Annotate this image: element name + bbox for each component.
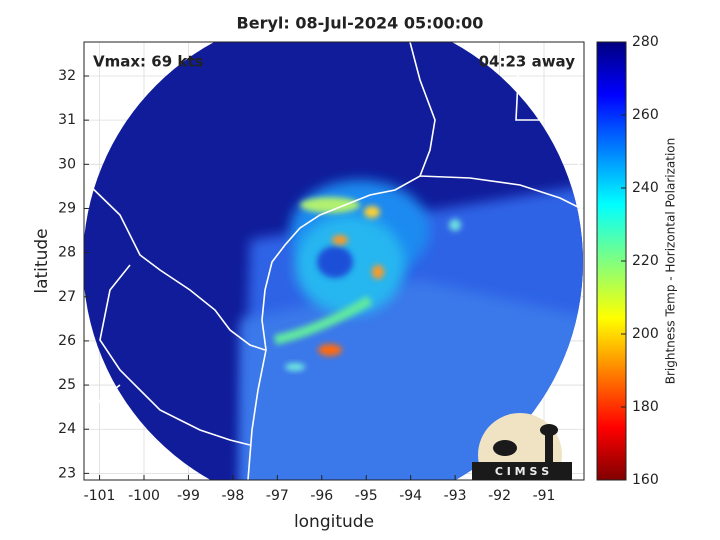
colorbar-label: Brightness Temp - Horizontal Polarizatio… xyxy=(664,138,678,385)
x-tick-label: -94 xyxy=(399,488,422,504)
y-axis-label: latitude xyxy=(32,228,52,293)
y-tick-label: 27 xyxy=(58,289,76,305)
colorbar-tick-label: 180 xyxy=(632,399,659,415)
y-tick-label: 23 xyxy=(58,465,76,481)
colorbar-tick-label: 240 xyxy=(632,180,659,196)
plot-frame xyxy=(83,41,585,481)
x-axis-label: longitude xyxy=(294,512,374,532)
colorbar-tick-label: 260 xyxy=(632,107,659,123)
x-tick-label: -92 xyxy=(488,488,511,504)
x-tick-label: -95 xyxy=(355,488,378,504)
colorbar-tick-label: 220 xyxy=(632,253,659,269)
logo: C I M S S xyxy=(472,413,572,480)
x-tick-label: -98 xyxy=(221,488,244,504)
annotation: 04:23 away xyxy=(479,53,576,71)
annotation: Vmax: 69 kts xyxy=(93,53,203,71)
y-tick-label: 32 xyxy=(58,68,76,84)
x-tick-label: -100 xyxy=(128,488,160,504)
x-tick-label: -99 xyxy=(177,488,200,504)
logo-text: C I M S S xyxy=(495,465,549,478)
y-tick-label: 29 xyxy=(58,200,76,216)
y-tick-label: 30 xyxy=(58,156,76,172)
y-tick-label: 28 xyxy=(58,245,76,261)
colorbar-tick-label: 280 xyxy=(632,34,659,50)
y-tick-label: 31 xyxy=(58,112,76,128)
y-tick-label: 24 xyxy=(58,421,76,437)
x-tick-label: -93 xyxy=(444,488,467,504)
coastline xyxy=(84,42,584,480)
x-tick-label: -101 xyxy=(84,488,116,504)
x-tick-label: -91 xyxy=(533,488,556,504)
colorbar-tick-label: 200 xyxy=(632,326,659,342)
chart-title: Beryl: 08-Jul-2024 05:00:00 xyxy=(237,14,484,33)
x-tick-label: -96 xyxy=(310,488,333,504)
x-tick-label: -97 xyxy=(266,488,289,504)
y-tick-label: 26 xyxy=(58,333,76,349)
colorbar-tick-label: 160 xyxy=(632,472,659,488)
y-tick-label: 25 xyxy=(58,377,76,393)
